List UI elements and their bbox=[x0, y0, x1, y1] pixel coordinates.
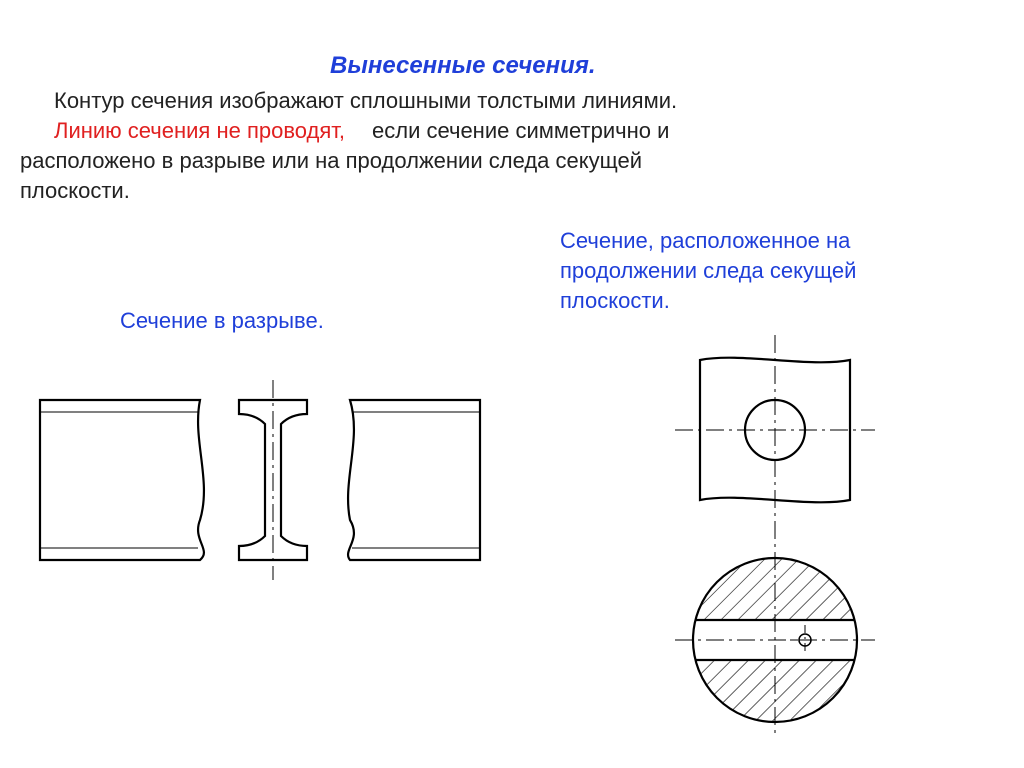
caption-right-l2: продолжении следа секущей bbox=[560, 258, 856, 284]
caption-right-l3: плоскости. bbox=[560, 288, 670, 314]
para-line4: плоскости. bbox=[20, 178, 130, 204]
para-line3: расположено в разрыве или на продолжении… bbox=[20, 148, 642, 174]
diagram-section-on-trace bbox=[620, 330, 940, 750]
page-title: Вынесенные сечения. bbox=[330, 52, 596, 80]
diagram-section-in-break bbox=[40, 370, 480, 600]
para-line2-red: Линию сечения не проводят, bbox=[54, 118, 345, 144]
caption-right-l1: Сечение, расположенное на bbox=[560, 228, 850, 254]
para-line2-rest: если сечение симметрично и bbox=[372, 118, 669, 144]
para-line1: Контур сечения изображают сплошными толс… bbox=[54, 88, 677, 114]
caption-left: Сечение в разрыве. bbox=[120, 308, 324, 334]
